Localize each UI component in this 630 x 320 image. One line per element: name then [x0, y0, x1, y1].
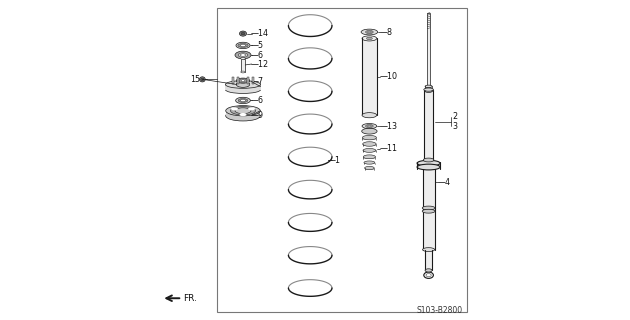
Ellipse shape — [235, 108, 251, 114]
Bar — [238, 77, 239, 84]
Ellipse shape — [425, 90, 432, 92]
Text: FR.: FR. — [183, 294, 197, 303]
Text: —6: —6 — [251, 96, 264, 105]
Ellipse shape — [236, 42, 250, 49]
Bar — [247, 77, 249, 84]
Ellipse shape — [241, 44, 246, 47]
Ellipse shape — [226, 81, 261, 88]
Ellipse shape — [364, 155, 375, 159]
Ellipse shape — [424, 88, 433, 91]
Text: —6: —6 — [251, 51, 264, 60]
Bar — [363, 150, 376, 152]
Ellipse shape — [241, 54, 246, 56]
Ellipse shape — [362, 124, 377, 129]
Bar — [226, 111, 260, 116]
Bar — [425, 86, 432, 91]
Ellipse shape — [426, 274, 431, 277]
Ellipse shape — [239, 113, 246, 116]
Bar — [424, 90, 433, 160]
Ellipse shape — [238, 53, 248, 57]
Bar — [226, 84, 261, 90]
Bar — [217, 8, 467, 312]
Ellipse shape — [422, 206, 435, 210]
Ellipse shape — [248, 107, 255, 110]
Bar — [417, 163, 440, 169]
Ellipse shape — [424, 272, 433, 278]
Text: —14: —14 — [251, 29, 269, 38]
Text: —5: —5 — [251, 41, 264, 50]
Ellipse shape — [231, 107, 238, 110]
Bar — [363, 144, 376, 146]
Ellipse shape — [364, 161, 375, 164]
Ellipse shape — [362, 113, 377, 118]
Bar — [364, 163, 375, 164]
Ellipse shape — [425, 85, 432, 88]
Ellipse shape — [226, 86, 261, 93]
Bar — [362, 38, 377, 115]
Ellipse shape — [236, 82, 249, 87]
Bar — [251, 77, 253, 84]
Ellipse shape — [365, 30, 373, 34]
Ellipse shape — [423, 248, 435, 252]
Ellipse shape — [417, 160, 440, 166]
Ellipse shape — [361, 29, 378, 35]
Ellipse shape — [241, 99, 246, 102]
Ellipse shape — [241, 58, 245, 60]
Bar — [425, 250, 432, 270]
Ellipse shape — [365, 166, 374, 170]
Ellipse shape — [236, 78, 249, 83]
Ellipse shape — [200, 77, 205, 82]
Text: —12: —12 — [251, 60, 269, 68]
Ellipse shape — [238, 44, 248, 47]
Ellipse shape — [239, 79, 247, 83]
Ellipse shape — [241, 71, 245, 73]
Ellipse shape — [367, 125, 371, 127]
Ellipse shape — [236, 97, 250, 104]
Text: —13: —13 — [380, 122, 398, 131]
Ellipse shape — [422, 209, 435, 213]
Text: —8: —8 — [380, 28, 392, 36]
Text: 3: 3 — [452, 122, 457, 131]
Text: S103-B2800: S103-B2800 — [416, 306, 462, 315]
Ellipse shape — [417, 164, 440, 170]
Ellipse shape — [235, 51, 251, 59]
Ellipse shape — [362, 128, 377, 134]
Ellipse shape — [365, 124, 373, 128]
Ellipse shape — [231, 107, 256, 115]
Ellipse shape — [226, 106, 260, 116]
Text: —9: —9 — [251, 111, 264, 120]
Ellipse shape — [423, 158, 434, 162]
Ellipse shape — [241, 80, 245, 82]
Text: 2: 2 — [452, 112, 458, 121]
Bar — [232, 77, 234, 84]
Text: —1: —1 — [327, 156, 340, 164]
Ellipse shape — [363, 148, 376, 152]
Bar — [362, 138, 377, 140]
Text: —11: —11 — [380, 144, 398, 153]
Ellipse shape — [238, 99, 248, 102]
Text: —4: —4 — [438, 178, 450, 187]
Ellipse shape — [367, 31, 371, 33]
Bar — [365, 168, 374, 170]
Text: —10: —10 — [380, 72, 398, 81]
Ellipse shape — [363, 142, 376, 146]
Text: —7: —7 — [251, 77, 264, 86]
Bar — [427, 13, 430, 86]
Ellipse shape — [367, 37, 372, 40]
Bar — [423, 169, 435, 250]
Ellipse shape — [201, 78, 204, 81]
Ellipse shape — [362, 36, 377, 41]
Ellipse shape — [425, 269, 432, 272]
Text: 15—: 15— — [190, 75, 209, 84]
Ellipse shape — [239, 31, 246, 36]
Bar — [241, 59, 245, 72]
Ellipse shape — [241, 32, 245, 35]
Ellipse shape — [362, 135, 377, 140]
Bar — [364, 157, 375, 159]
Ellipse shape — [226, 111, 260, 121]
